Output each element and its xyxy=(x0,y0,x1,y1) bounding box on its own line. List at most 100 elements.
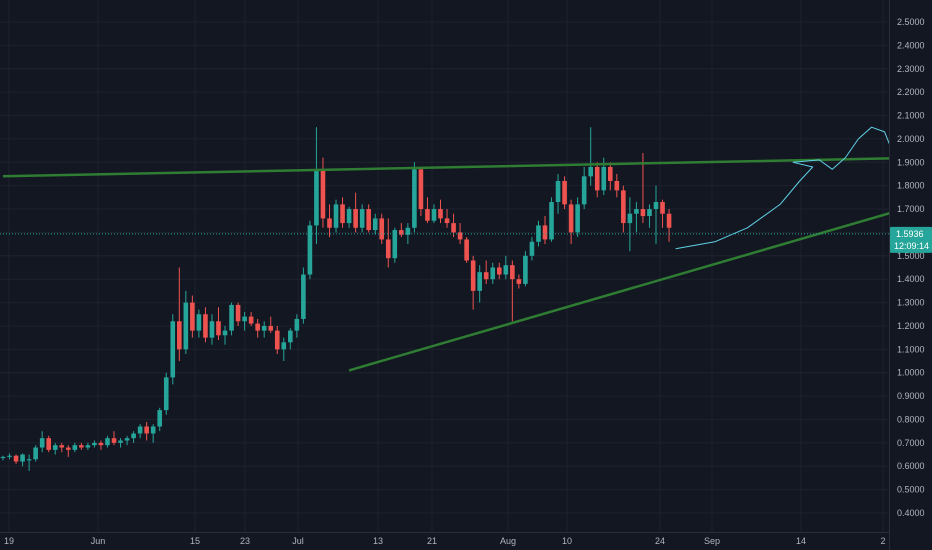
candle-body xyxy=(510,265,515,280)
price-tick-label: 1.2000 xyxy=(897,321,925,331)
candle-body xyxy=(379,218,385,240)
candle xyxy=(118,438,123,448)
candle-body xyxy=(170,321,176,378)
candle-body xyxy=(647,209,652,217)
candle xyxy=(516,274,522,289)
candle-body xyxy=(549,202,554,240)
time-tick-label: 10 xyxy=(562,536,572,546)
candle xyxy=(399,223,404,238)
candle xyxy=(653,185,659,245)
candle-body xyxy=(483,272,489,280)
candle-body xyxy=(477,272,482,291)
time-tick-label: 13 xyxy=(373,536,383,546)
candle xyxy=(457,223,463,245)
candle xyxy=(510,260,515,322)
candle xyxy=(372,213,378,235)
candle xyxy=(353,192,358,233)
candle xyxy=(333,199,339,233)
candle xyxy=(385,218,391,268)
candle xyxy=(79,442,84,450)
candle xyxy=(124,435,130,446)
candle xyxy=(425,197,430,224)
time-tick-label: 24 xyxy=(655,536,665,546)
candle xyxy=(366,204,371,233)
candle-body xyxy=(503,265,509,275)
candle xyxy=(216,307,221,340)
countdown-label: 12:09:14 xyxy=(894,241,929,251)
candle xyxy=(470,255,476,310)
candle xyxy=(20,453,25,467)
candle-body xyxy=(144,426,149,434)
candle xyxy=(268,316,274,333)
candle xyxy=(647,204,652,228)
candle-body xyxy=(177,321,182,350)
candle xyxy=(248,311,254,326)
candle-body xyxy=(26,459,32,461)
candle-body xyxy=(261,325,267,331)
candle xyxy=(542,216,548,245)
candle-body xyxy=(255,323,260,331)
candle-body xyxy=(66,447,71,450)
candle xyxy=(39,431,45,453)
candle-body xyxy=(268,325,274,331)
candle xyxy=(314,127,319,245)
candle-body xyxy=(294,318,300,331)
candle-body xyxy=(614,180,620,191)
candle xyxy=(209,314,215,345)
trendline xyxy=(2,156,931,178)
candle-body xyxy=(320,169,326,219)
candle-body xyxy=(568,204,574,233)
candle-body xyxy=(105,438,110,446)
price-tick-label: 1.9000 xyxy=(897,157,925,167)
price-tick-label: 0.6000 xyxy=(897,461,925,471)
candle xyxy=(581,166,587,210)
candle xyxy=(301,267,306,324)
price-tick-label: 1.1000 xyxy=(897,344,925,354)
candle-body xyxy=(222,330,228,336)
candle xyxy=(379,213,385,245)
price-axis-background xyxy=(889,0,932,550)
candle-body xyxy=(248,316,254,324)
candle xyxy=(627,197,633,252)
candle xyxy=(294,314,300,338)
candle xyxy=(451,213,456,238)
candle-body xyxy=(85,445,91,448)
candle-body xyxy=(314,169,319,226)
candle xyxy=(418,166,424,217)
price-tick-label: 2.0000 xyxy=(897,134,925,144)
candle xyxy=(131,431,136,443)
price-axis[interactable]: 2.5000 2.4000 2.3000 2.2000 2.1000 2.0000 1.90… xyxy=(889,0,932,550)
candle-body xyxy=(425,209,430,221)
candle xyxy=(464,237,469,263)
candle xyxy=(281,337,287,362)
candle xyxy=(190,295,195,338)
candle-body xyxy=(111,438,117,443)
candle-body xyxy=(399,230,404,235)
candle xyxy=(26,454,32,471)
time-axis[interactable]: 19 Jun 15 23 Jul 13 21 Aug 10 24 Sep 14 2 xyxy=(0,532,889,550)
candle xyxy=(59,442,65,453)
time-tick-label: Jun xyxy=(91,536,106,546)
candle-body xyxy=(183,302,189,350)
candle-body xyxy=(0,456,6,459)
candle-body xyxy=(242,316,247,322)
candle xyxy=(392,227,398,263)
candle-body xyxy=(346,209,352,224)
candle-body xyxy=(157,410,163,427)
candle xyxy=(503,255,509,280)
candle-body xyxy=(490,267,496,280)
candle xyxy=(235,302,241,326)
candle xyxy=(594,162,600,198)
candle-body xyxy=(118,440,123,443)
candle xyxy=(150,424,156,443)
candle xyxy=(483,260,489,284)
candle-body xyxy=(150,426,156,434)
candle-body xyxy=(627,213,633,224)
candle-body xyxy=(385,239,391,259)
candle xyxy=(405,223,411,245)
candle-body xyxy=(640,209,646,217)
candle-body xyxy=(451,223,456,233)
candle xyxy=(222,325,228,345)
candle-body xyxy=(274,330,280,350)
